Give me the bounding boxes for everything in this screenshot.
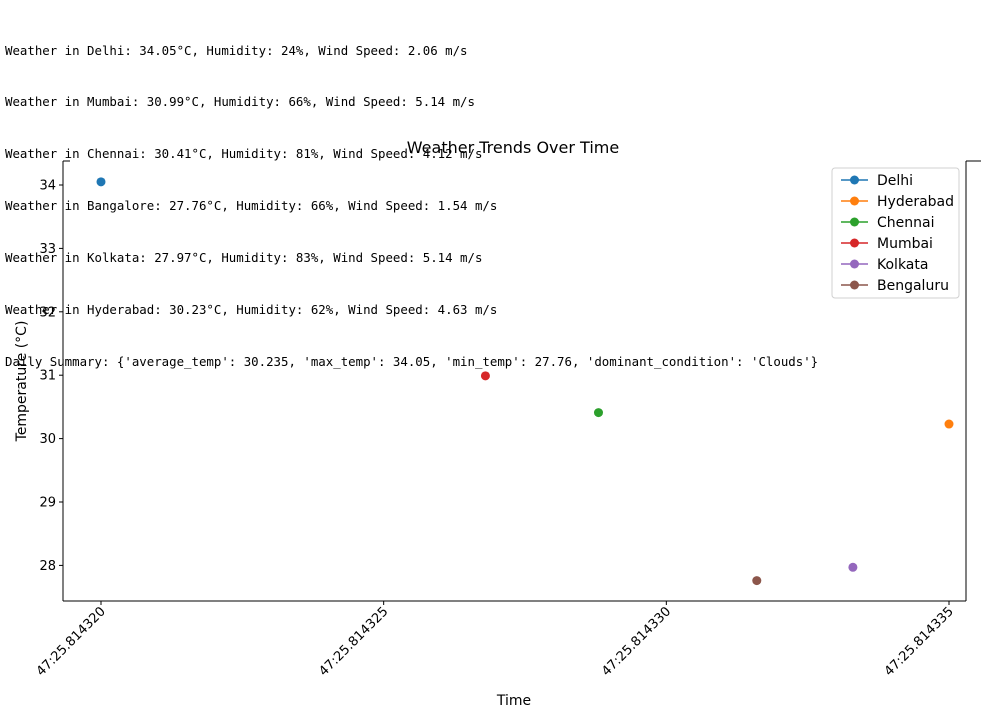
x-axis-label: Time (496, 693, 531, 709)
y-tick-label: 32 (39, 305, 56, 320)
y-axis-ticks: 28 29 30 31 32 33 34 (39, 179, 63, 574)
console-line: Weather in Chennai: 30.41°C, Humidity: 8… (5, 146, 483, 162)
legend-label: Chennai (877, 215, 934, 231)
x-axis-ticks: 47:25.814320 47:25.814325 47:25.814330 47:2… (34, 601, 957, 679)
legend-label: Kolkata (877, 257, 928, 273)
legend-marker (850, 238, 859, 248)
console-output: Weather in Delhi: 34.05°C, Humidity: 24%… (5, 7, 818, 388)
data-points (96, 177, 954, 586)
y-tick-label: 30 (39, 432, 56, 447)
console-line: Weather in Bangalore: 27.76°C, Humidity:… (5, 198, 498, 214)
x-tick-label: 47:25.814325 (316, 604, 391, 679)
legend: Delhi Hyderabad Chennai Mumbai Kolkata Bengal… (831, 167, 960, 299)
y-tick-label: 29 (39, 496, 56, 511)
data-point-mumbai (480, 371, 490, 381)
legend-marker (850, 259, 859, 269)
y-tick-label: 34 (39, 179, 56, 194)
x-tick-label: 47:25.814320 (34, 604, 109, 679)
console-line: Daily Summary: {'average_temp': 30.235, … (5, 353, 819, 369)
data-point-hyderabad (944, 419, 954, 429)
data-point-kolkata (848, 562, 858, 572)
y-tick-label: 31 (39, 369, 56, 384)
legend-marker (850, 175, 859, 185)
data-point-bengaluru (752, 576, 762, 586)
legend-marker (850, 196, 859, 206)
x-tick-label: 47:25.814330 (599, 604, 674, 679)
console-line: Weather in Kolkata: 27.97°C, Humidity: 8… (5, 250, 483, 266)
legend-label: Hyderabad (877, 194, 954, 210)
legend-label: Bengaluru (877, 278, 949, 294)
console-line: Weather in Mumbai: 30.99°C, Humidity: 66… (5, 94, 475, 110)
chart-title: Weather Trends Over Time (407, 138, 619, 157)
x-tick-label: 47:25.814335 (882, 604, 957, 679)
y-axis-label: Temperature (°C) (14, 321, 30, 443)
y-tick-label: 28 (39, 559, 56, 574)
console-line: Weather in Delhi: 34.05°C, Humidity: 24%… (5, 42, 468, 58)
y-tick-label: 33 (39, 242, 56, 257)
console-line: Weather in Hyderabad: 30.23°C, Humidity:… (5, 302, 498, 318)
legend-marker (850, 280, 859, 290)
legend-marker (850, 217, 859, 227)
data-point-chennai (593, 408, 603, 418)
legend-label: Mumbai (877, 236, 933, 252)
legend-label: Delhi (877, 173, 913, 189)
data-point-delhi (96, 177, 106, 187)
